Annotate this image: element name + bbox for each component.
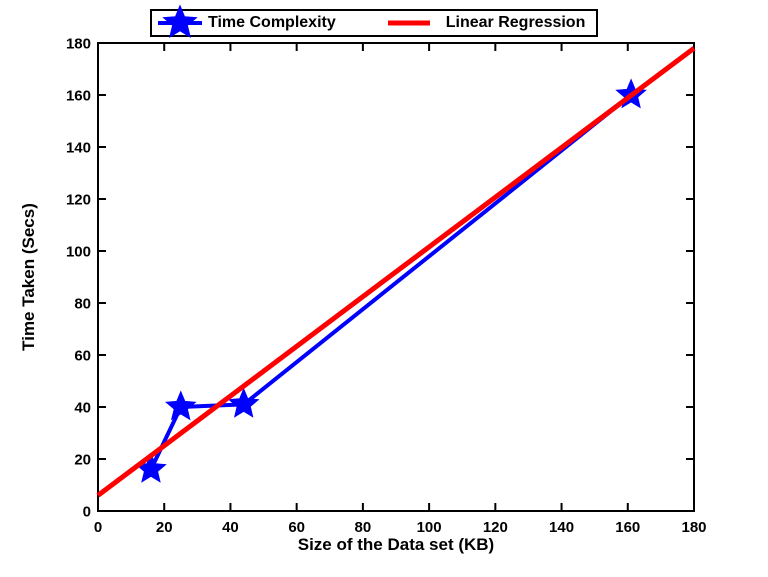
y-tick-label: 20 [74,452,91,469]
legend-sample-star [162,4,198,39]
data-point-marker [135,452,167,483]
x-tick-label: 20 [156,519,173,536]
x-tick-label: 160 [615,519,640,536]
y-tick-label: 100 [66,244,91,261]
y-tick-label: 60 [74,348,91,365]
y-tick-label: 160 [66,88,91,105]
legend-label-linear-regression: Linear Regression [445,14,586,31]
y-tick-label: 40 [74,400,91,417]
data-point-marker [227,387,260,418]
x-tick-label: 0 [94,519,102,536]
series-line-1 [96,46,696,498]
x-tick-label: 40 [222,519,239,536]
regression-line-icon [387,20,430,26]
y-tick-label: 80 [74,296,91,313]
x-tick-label: 120 [483,519,508,536]
x-tick-label: 180 [681,519,706,536]
x-tick-label: 80 [355,519,372,536]
chart-legend: Time Complexity Linear Regression [150,4,598,39]
legend-entry-time-complexity: Time Complexity [158,4,336,39]
y-tick-label: 180 [66,36,91,53]
x-tick-label: 60 [288,519,305,536]
legend-label-time-complexity: Time Complexity [208,14,336,31]
x-tick-label: 140 [549,519,574,536]
y-tick-label: 0 [83,504,91,521]
legend-entry-linear-regression: Linear Regression [387,14,586,32]
pentagram-marker-icon [158,4,202,39]
plot-border [97,42,695,512]
x-axis-label: Size of the Data set (KB) [298,535,494,554]
y-tick-label: 120 [66,192,91,209]
data-point-marker [165,390,197,421]
x-tick-label: 100 [417,519,442,536]
y-tick-label: 140 [66,140,91,157]
y-axis-label: Time Taken (Secs) [19,203,38,351]
series-line-0 [149,93,633,471]
